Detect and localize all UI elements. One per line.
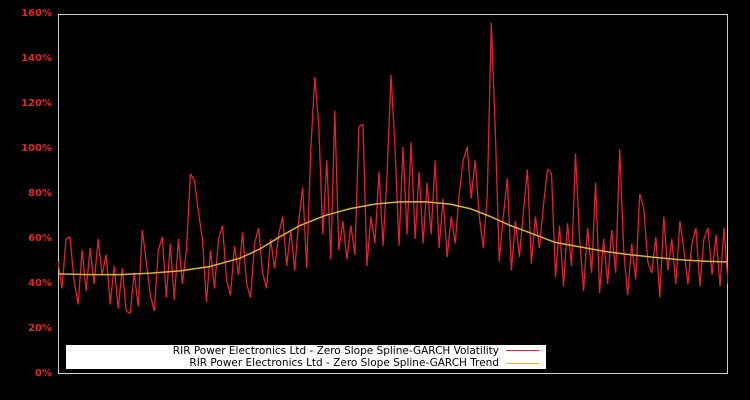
- plot-area-frame: [58, 14, 728, 374]
- y-tick-label: 0%: [35, 368, 52, 379]
- y-tick-label: 20%: [28, 323, 52, 334]
- legend-label-trend: RIR Power Electronics Ltd - Zero Slope S…: [189, 357, 499, 369]
- y-tick-label: 120%: [21, 98, 52, 109]
- legend-label-volatility: RIR Power Electronics Ltd - Zero Slope S…: [172, 345, 499, 357]
- legend-swatch-trend: [506, 363, 539, 364]
- volatility-series-line: [58, 22, 728, 314]
- y-tick-label: 40%: [28, 278, 52, 289]
- legend-swatch-volatility: [506, 350, 539, 351]
- trend-series-line: [58, 200, 728, 276]
- y-tick-label: 160%: [21, 8, 52, 19]
- y-tick-label: 60%: [28, 233, 52, 244]
- chart-legend: RIR Power Electronics Ltd - Zero Slope S…: [66, 345, 546, 369]
- y-tick-label: 140%: [21, 53, 52, 64]
- y-tick-label: 80%: [28, 188, 52, 199]
- y-tick-label: 100%: [21, 143, 52, 154]
- line-chart: [58, 22, 728, 314]
